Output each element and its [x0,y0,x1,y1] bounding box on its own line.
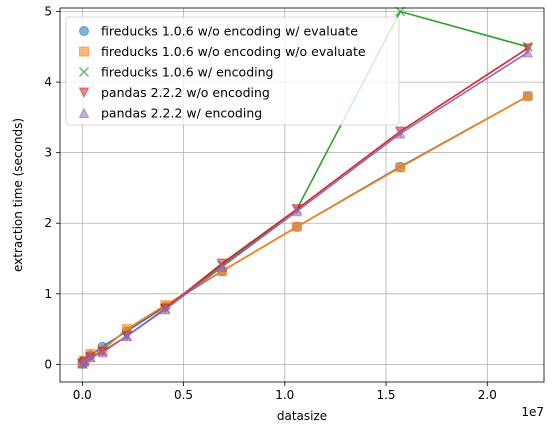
legend-item-5: pandas 2.2.2 w/ encoding [78,106,262,121]
axes: 0.0 0.5 1.0 1.5 2.0 0 1 2 3 4 5 [44,5,496,402]
legend-marker [79,46,89,57]
legend-item-3: fireducks 1.0.6 w/ encoding [78,65,273,80]
y-tick-label: 3 [44,146,52,160]
x-axis-label: datasize [277,409,327,423]
data-point [159,303,171,315]
legend: fireducks 1.0.6 w/o encoding w/ evaluate… [65,16,400,126]
series-line [81,95,529,365]
legend-marker [78,107,90,118]
x-tick-label: 0.5 [174,388,193,402]
x-tick-label: 2.0 [478,388,497,402]
data-point [522,46,534,58]
legend-label: fireducks 1.0.6 w/o encoding w/ evaluate [101,24,358,39]
y-tick-label: 2 [44,216,52,230]
series-5 [77,46,534,369]
legend-marker [78,66,90,78]
x-tick-label: 1.5 [376,388,395,402]
data-point [216,261,228,272]
data-point [394,127,406,139]
series-line [81,95,529,364]
legend-item-1: fireducks 1.0.6 w/o encoding w/ evaluate [79,24,358,39]
y-tick-label: 1 [44,287,52,301]
y-axis-label: extraction time (seconds) [11,118,25,272]
series-1 [77,91,533,369]
legend-marker [79,26,89,36]
series-2 [77,91,533,368]
data-point [85,351,96,363]
data-point [97,346,108,358]
data-point [395,6,406,17]
legend-item-2: fireducks 1.0.6 w/o encoding w/o evaluat… [79,44,366,59]
data-point [291,205,303,217]
y-tick-label: 4 [44,75,52,89]
x-tick-label: 1.0 [275,388,294,402]
data-point [121,330,133,342]
legend-label: pandas 2.2.2 w/o encoding [101,85,270,100]
legend-item-4: pandas 2.2.2 w/o encoding [78,85,270,100]
data-point [291,221,302,232]
legend-label: pandas 2.2.2 w/ encoding [101,106,262,121]
data-point [522,91,533,102]
x-tick-label: 0.0 [73,388,92,402]
y-tick-label: 0 [44,357,52,371]
plot-frame [59,7,545,383]
legend-label: fireducks 1.0.6 w/o encoding w/o evaluat… [101,44,366,59]
x-axis-offset-label: 1e7 [521,405,544,419]
data-point [395,162,406,173]
legend-label: fireducks 1.0.6 w/ encoding [101,65,273,80]
y-tick-label: 5 [44,5,52,19]
legend-box [65,16,400,126]
legend-marker [78,87,90,99]
